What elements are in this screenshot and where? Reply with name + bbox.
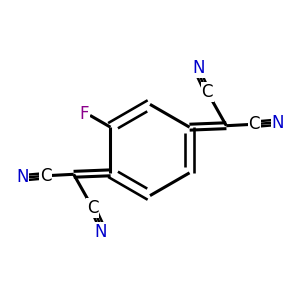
Text: F: F xyxy=(80,105,89,123)
Text: C: C xyxy=(87,199,99,217)
Text: C: C xyxy=(40,167,51,185)
Text: N: N xyxy=(272,114,284,132)
Text: N: N xyxy=(95,223,107,241)
Text: C: C xyxy=(201,83,213,101)
Text: C: C xyxy=(249,115,260,133)
Text: N: N xyxy=(16,168,28,186)
Text: N: N xyxy=(193,59,205,77)
